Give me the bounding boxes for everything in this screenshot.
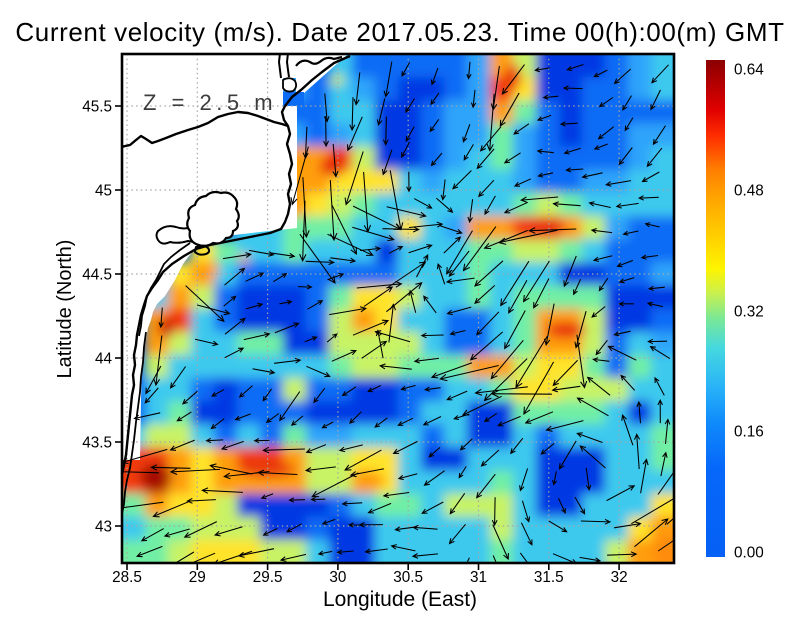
svg-text:0.16: 0.16: [734, 424, 764, 441]
svg-text:44: 44: [95, 351, 113, 368]
svg-text:31.5: 31.5: [534, 569, 564, 586]
svg-text:0.00: 0.00: [734, 545, 764, 562]
svg-text:43.5: 43.5: [82, 435, 112, 452]
svg-text:32: 32: [611, 569, 628, 586]
svg-text:44.5: 44.5: [82, 267, 112, 284]
svg-text:Z = 2.5 m: Z = 2.5 m: [143, 90, 277, 115]
svg-text:28.5: 28.5: [112, 569, 142, 586]
svg-text:Current velocity (m/s). Date 2: Current velocity (m/s). Date 2017.05.23.…: [15, 17, 784, 47]
svg-text:0.48: 0.48: [734, 183, 764, 200]
svg-text:29.5: 29.5: [253, 569, 283, 586]
svg-text:Latitude (North): Latitude (North): [54, 240, 76, 379]
svg-text:30.5: 30.5: [393, 569, 423, 586]
svg-text:0.32: 0.32: [734, 304, 764, 321]
svg-text:45: 45: [95, 183, 112, 200]
svg-text:29: 29: [189, 569, 206, 586]
svg-text:45.5: 45.5: [82, 99, 112, 116]
svg-text:31: 31: [470, 569, 487, 586]
svg-text:43: 43: [95, 519, 112, 536]
svg-text:Longitude (East): Longitude (East): [323, 588, 477, 611]
svg-text:30: 30: [329, 569, 346, 586]
svg-text:0.64: 0.64: [734, 62, 764, 79]
